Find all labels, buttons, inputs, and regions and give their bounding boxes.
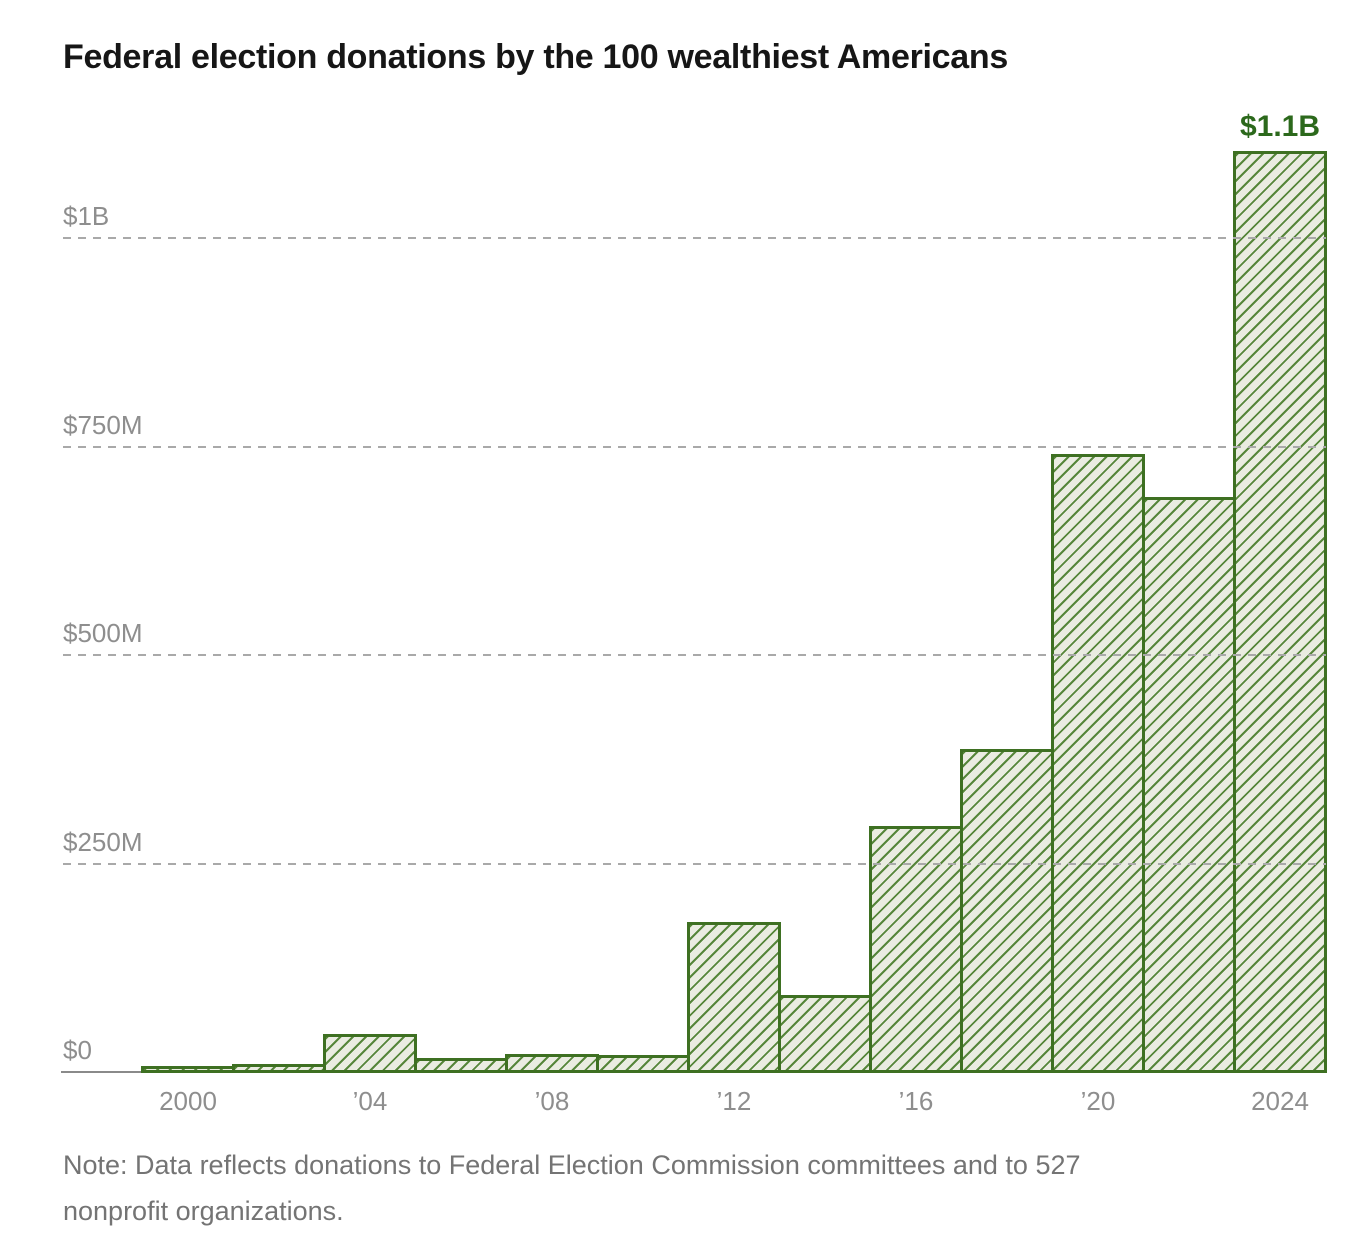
bar-2024: [1233, 151, 1327, 1073]
bar-2012: [687, 922, 781, 1073]
x-tick-label-2024: 2024: [1251, 1086, 1309, 1116]
gridline-1b: [63, 237, 1326, 239]
footnote-line-1: Note: Data reflects donations to Federal…: [63, 1150, 1081, 1180]
gridline-250m: [63, 862, 1326, 865]
y-tick-label-250m: $250M: [63, 826, 143, 857]
footnote-line-2: nonprofit organizations.: [63, 1196, 344, 1226]
bar-2016: [869, 826, 963, 1073]
x-tick-label-2004: ’04: [352, 1086, 388, 1116]
bar-2014: [778, 995, 872, 1073]
chart-title: Federal election donations by the 100 we…: [63, 38, 1008, 76]
gridline-500m: [63, 654, 1326, 656]
y-tick-label-0: $0: [63, 1035, 92, 1065]
peak-value-label: $1.1B: [1239, 110, 1321, 143]
y-tick-label-1b: $1B: [63, 201, 110, 231]
bar-2004: [323, 1034, 417, 1073]
x-tick-label-2000: 2000: [159, 1086, 217, 1116]
bar-2022: [1142, 497, 1236, 1073]
bar-2020: [1051, 454, 1145, 1073]
bar-2002: [232, 1064, 326, 1073]
x-tick-label-2008: ’08: [534, 1086, 570, 1116]
y-tick-label-750m: $750M: [63, 409, 143, 440]
bar-2008: [505, 1054, 599, 1073]
y-tick-label-500m: $500M: [63, 618, 143, 648]
bar-2006: [414, 1058, 508, 1073]
gridline-750m: [63, 445, 1326, 448]
bar-2010: [596, 1055, 690, 1073]
x-tick-label-2016: ’16: [898, 1086, 934, 1116]
footnote: Note: Data reflects donations to Federal…: [63, 1142, 1081, 1234]
x-tick-label-2020: ’20: [1080, 1086, 1116, 1116]
bar-2000: [141, 1066, 235, 1073]
bar-2018: [960, 749, 1054, 1073]
x-tick-label-2012: ’12: [716, 1086, 752, 1116]
